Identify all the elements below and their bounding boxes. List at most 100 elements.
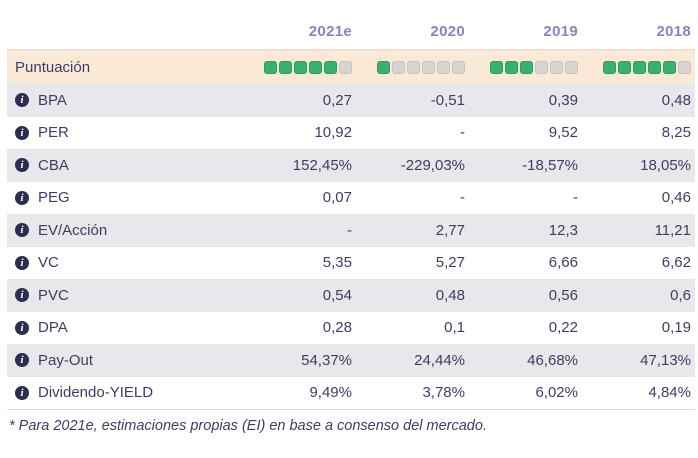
rating-square-filled [309,60,322,74]
metric-value-2020: 2,77 [435,221,465,239]
metric-value-2018: 0,6 [670,286,691,304]
info-icon[interactable]: i [15,190,29,205]
metric-label: EV/Acción [38,221,108,239]
rating-square-filled [264,60,277,74]
rating-square-filled [324,60,337,74]
metric-value-2018: 18,05% [640,156,691,174]
table-row: i PER 10,92 - 9,52 8,25 [7,117,695,150]
rating-square-empty [437,60,450,74]
metric-value-2020: 24,44% [414,351,465,369]
rating-square-filled [377,60,390,74]
table-row: i PVC 0,54 0,48 0,56 0,6 [7,279,695,312]
rating-2020 [356,60,469,74]
metric-label-cell: i VC [7,254,243,271]
metric-value-2021e: 152,45% [292,156,352,174]
rating-square-filled [603,60,616,74]
rating-square-filled [520,60,533,74]
rating-square-empty [392,60,405,74]
info-icon[interactable]: i [15,353,29,368]
rating-square-filled [279,60,292,74]
metric-label-cell: i PVC [7,287,243,304]
metric-value-2021e: 54,37% [301,351,352,369]
metric-label-cell: i PER [7,124,243,141]
metric-value-2019: - [573,189,578,207]
rating-2021e [243,60,356,74]
metric-value-2020: 5,27 [435,254,465,272]
metric-value-2020: 0,1 [444,319,465,337]
metric-value-2019: 6,02% [535,384,578,402]
table-row: i BPA 0,27 -0,51 0,39 0,48 [7,84,695,117]
metric-label-cell: i Dividendo-YIELD [7,384,243,401]
info-icon[interactable]: i [15,93,29,108]
info-icon[interactable]: i [15,385,29,400]
metric-value-2021e: 0,27 [322,91,352,109]
table-row: i Dividendo-YIELD 9,49% 3,78% 6,02% 4,84… [7,377,695,410]
table-row: i PEG 0,07 - - 0,46 [7,182,695,215]
metric-label: PER [38,124,69,142]
table-row: i CBA 152,45% -229,03% -18,57% 18,05% [7,149,695,182]
metric-rows: i BPA 0,27 -0,51 0,39 0,48 i PER 10,92 -… [7,84,695,409]
metric-value-2020: -229,03% [400,156,465,174]
metric-value-2019: -18,57% [522,156,578,174]
rating-square-filled [648,60,661,74]
column-header-2018: 2018 [656,23,691,40]
metric-label-cell: i PEG [7,189,243,206]
metric-value-2019: 46,68% [527,351,578,369]
metric-value-2018: 11,21 [654,221,691,239]
metric-label-cell: i DPA [7,319,243,336]
rating-square-empty [422,60,435,74]
rating-square-empty [550,60,563,74]
table-row: i DPA 0,28 0,1 0,22 0,19 [7,312,695,345]
metric-value-2018: 0,19 [661,319,691,337]
rating-square-empty [339,60,352,74]
rating-square-filled [618,60,631,74]
rating-square-empty [678,60,691,74]
score-row: Puntuación [7,50,695,84]
metric-label: PEG [38,189,70,207]
metric-value-2021e: 9,49% [309,384,352,402]
table-row: i VC 5,35 5,27 6,66 6,62 [7,247,695,280]
metric-value-2021e: 0,28 [322,319,352,337]
metric-value-2018: 0,48 [661,91,691,109]
info-icon[interactable]: i [15,158,29,173]
metric-value-2020: 3,78% [422,384,465,402]
metric-value-2020: - [460,189,465,207]
column-header-2021e: 2021e [308,23,352,40]
info-icon[interactable]: i [15,255,29,270]
rating-square-empty [407,60,420,74]
rating-2018 [582,60,695,74]
metric-value-2020: -0,51 [430,91,465,109]
rating-square-empty [452,60,465,74]
info-icon[interactable]: i [15,223,29,238]
column-header-2019: 2019 [543,23,578,40]
info-icon[interactable]: i [15,288,29,303]
metric-value-2019: 0,39 [548,91,578,109]
footnote: * Para 2021e, estimaciones propias (EI) … [7,409,695,434]
rating-square-filled [505,60,518,74]
metric-value-2021e: - [347,221,352,239]
metric-value-2019: 9,52 [548,124,578,142]
metric-label: DPA [38,319,68,337]
metric-label: VC [38,254,59,272]
rating-square-filled [633,60,646,74]
year-header-row: 2021e 2020 2019 2018 [7,14,695,50]
metric-value-2018: 6,62 [661,254,691,272]
valuation-metrics-table: 2021e 2020 2019 2018 Puntuación i BPA 0,… [7,14,695,434]
metric-value-2019: 0,56 [548,286,578,304]
metric-label-cell: i BPA [7,92,243,109]
metric-value-2019: 6,66 [548,254,578,272]
info-icon[interactable]: i [15,125,29,140]
info-icon[interactable]: i [15,320,29,335]
metric-label: BPA [38,91,67,109]
score-row-label: Puntuación [15,58,91,76]
metric-value-2018: 0,46 [661,189,691,207]
rating-square-empty [565,60,578,74]
rating-2019 [469,60,582,74]
metric-value-2021e: 5,35 [322,254,352,272]
metric-value-2019: 12,3 [548,221,578,239]
metric-label: CBA [38,156,69,174]
table-row: i EV/Acción - 2,77 12,3 11,21 [7,214,695,247]
metric-value-2018: 47,13% [640,351,691,369]
metric-value-2021e: 10,92 [314,124,352,142]
metric-label: Pay-Out [38,351,94,369]
